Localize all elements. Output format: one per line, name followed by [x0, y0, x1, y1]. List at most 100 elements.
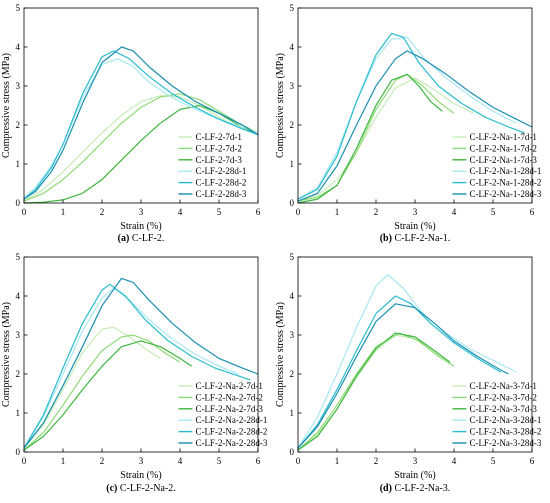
panel-caption: (c) C-LF-2-Na-2. [106, 483, 175, 494]
y-tick-label: 3 [290, 81, 295, 91]
x-tick-label: 2 [100, 456, 105, 466]
legend-entry: C-LF-2-Na-1-7d-2 [469, 143, 536, 153]
series-line-C-LF-2-Na-2-28d-3 [23, 277, 259, 449]
x-tick-label: 1 [335, 456, 340, 466]
chart-panel-1: 0 1 2 3 4 5 6 0 1 2 3 4 5 Strain (%) Compressive stres… [1, 3, 261, 244]
chart-panel-3: 0 1 2 3 4 5 6 0 1 2 3 4 5 Strain (%) Compressive stres… [1, 252, 268, 494]
legend-entry: C-LF-2-Na-2-7d-1 [195, 381, 262, 391]
y-tick-label: 3 [290, 330, 295, 340]
x-axis-label: Strain (%) [120, 470, 161, 481]
x-tick-label: 6 [256, 456, 261, 466]
y-tick-label: 5 [290, 252, 295, 262]
x-tick-label: 0 [296, 456, 301, 466]
legend: C-LF-2-Na-3-7d-1C-LF-2-Na-3-7d-2 C-LF-2-N… [452, 381, 542, 448]
x-tick-label: 5 [491, 207, 496, 217]
legend: C-LF-2-Na-1-7d-1C-LF-2-Na-1-7d-2 C-LF-2-N… [452, 132, 542, 199]
series-line-C-LF-2-Na-2-7d-3 [23, 340, 193, 451]
panel-caption-letter: (a) [118, 233, 130, 244]
x-tick-label: 6 [530, 456, 535, 466]
panel-caption: (b) C-LF-2-Na-1. [380, 233, 451, 244]
panel-caption-letter: (b) [380, 233, 392, 244]
legend-entry: C-LF-2-Na-2-28d-3 [195, 438, 267, 448]
legend-entry: C-LF-2-Na-1-7d-1 [469, 132, 536, 142]
x-tick-label: 2 [374, 456, 379, 466]
series-line-C-LF-2-Na-3-7d-3 [297, 332, 451, 451]
x-tick-label: 0 [22, 456, 27, 466]
panel-caption-text: C-LF-2-Na-3. [392, 483, 450, 494]
panel-caption-text: C-LF-2-Na-1. [392, 233, 450, 244]
legend-entry: C-LF-2-Na-2-7d-2 [195, 392, 262, 402]
x-tick-label: 1 [335, 207, 340, 217]
legend-entry: C-LF-2-Na-1-28d-1 [469, 166, 541, 176]
legend-entry: C-LF-2-Na-3-28d-3 [469, 438, 541, 448]
series-line-C-LF-2-7d-2 [23, 93, 259, 202]
legend-entry: C-LF-2-Na-2-28d-1 [195, 415, 267, 425]
legend-entry: C-LF-2-Na-3-7d-1 [469, 381, 536, 391]
x-tick-label: 5 [491, 456, 496, 466]
series-line-C-LF-2-Na-2-28d-1 [23, 287, 239, 449]
y-tick-label: 1 [290, 408, 295, 418]
x-axis-label: Strain (%) [394, 221, 435, 232]
legend-entry: C-LF-2-28d-1 [195, 166, 246, 176]
y-tick-label: 0 [16, 447, 21, 457]
x-tick-label: 4 [178, 207, 183, 217]
series-line-C-LF-2-28d-2 [23, 50, 259, 200]
y-tick-label: 5 [16, 252, 21, 262]
legend-entry: C-LF-2-Na-3-7d-2 [469, 392, 536, 402]
x-tick-label: 4 [452, 207, 457, 217]
y-tick-label: 4 [290, 42, 295, 52]
chart-panel-2: 0 1 2 3 4 5 6 0 1 2 3 4 5 Strain (%) Compressive stres… [275, 3, 542, 244]
series-line-C-LF-2-Na-1-28d-1 [297, 36, 517, 200]
legend-entry: C-LF-2-Na-3-28d-2 [469, 427, 541, 437]
y-tick-label: 3 [16, 81, 21, 91]
panel-caption-letter: (d) [380, 483, 392, 494]
x-tick-label: 3 [139, 207, 144, 217]
legend-entry: C-LF-2-Na-3-7d-3 [469, 404, 537, 414]
series-line-C-LF-2-Na-3-28d-3 [297, 303, 509, 449]
x-tick-label: 3 [413, 456, 418, 466]
panel-caption: (a) C-LF-2. [118, 233, 165, 244]
series-line-C-LF-2-Na-2-28d-2 [23, 283, 251, 449]
series-line-C-LF-2-7d-1 [23, 95, 259, 202]
x-tick-label: 2 [100, 207, 105, 217]
y-axis-label: Compressive stress (MPa) [1, 53, 12, 158]
legend-entry: C-LF-2-Na-1-28d-2 [469, 178, 541, 188]
legend-entry: C-LF-2-Na-1-28d-3 [469, 189, 541, 199]
y-tick-label: 4 [16, 291, 21, 301]
y-tick-label: 4 [16, 42, 21, 52]
series-line-C-LF-2-Na-1-28d-3 [297, 50, 533, 202]
panel-caption-letter: (c) [106, 483, 117, 494]
legend-entry: C-LF-2-7d-2 [195, 143, 242, 153]
y-tick-label: 2 [290, 120, 295, 130]
y-tick-label: 4 [290, 291, 295, 301]
legend-entry: C-LF-2-Na-2-28d-2 [195, 427, 267, 437]
legend-entry: C-LF-2-Na-1-7d-3 [469, 155, 537, 165]
y-tick-label: 2 [16, 369, 21, 379]
series-line-C-LF-2-28d-1 [23, 58, 259, 198]
y-tick-label: 2 [16, 120, 21, 130]
x-tick-label: 5 [217, 456, 222, 466]
legend-entry: C-LF-2-Na-3-28d-1 [469, 415, 541, 425]
y-tick-label: 2 [290, 369, 295, 379]
x-tick-label: 2 [374, 207, 379, 217]
series-line-C-LF-2-Na-1-7d-1 [297, 77, 474, 202]
chart-panel-4: 0 1 2 3 4 5 6 0 1 2 3 4 5 Strain (%) Compressive stres… [275, 252, 542, 494]
y-axis-label: Compressive stress (MPa) [275, 302, 286, 407]
series-line-C-LF-2-Na-1-7d-3 [297, 73, 443, 204]
y-tick-label: 5 [16, 3, 21, 13]
y-tick-label: 1 [16, 408, 21, 418]
x-tick-label: 3 [139, 456, 144, 466]
x-tick-label: 3 [413, 207, 418, 217]
x-tick-label: 6 [256, 207, 261, 217]
y-tick-label: 0 [290, 198, 295, 208]
series-line-C-LF-2-Na-1-7d-2 [297, 73, 455, 202]
legend-entry: C-LF-2-28d-2 [195, 178, 246, 188]
x-tick-label: 6 [530, 207, 535, 217]
series-line-C-LF-2-Na-2-7d-2 [23, 334, 181, 451]
legend-entry: C-LF-2-28d-3 [195, 189, 246, 199]
series-line-C-LF-2-Na-1-28d-2 [297, 32, 525, 200]
legend-entry: C-LF-2-Na-2-7d-3 [195, 404, 263, 414]
x-tick-label: 4 [178, 456, 183, 466]
y-tick-label: 5 [290, 3, 295, 13]
